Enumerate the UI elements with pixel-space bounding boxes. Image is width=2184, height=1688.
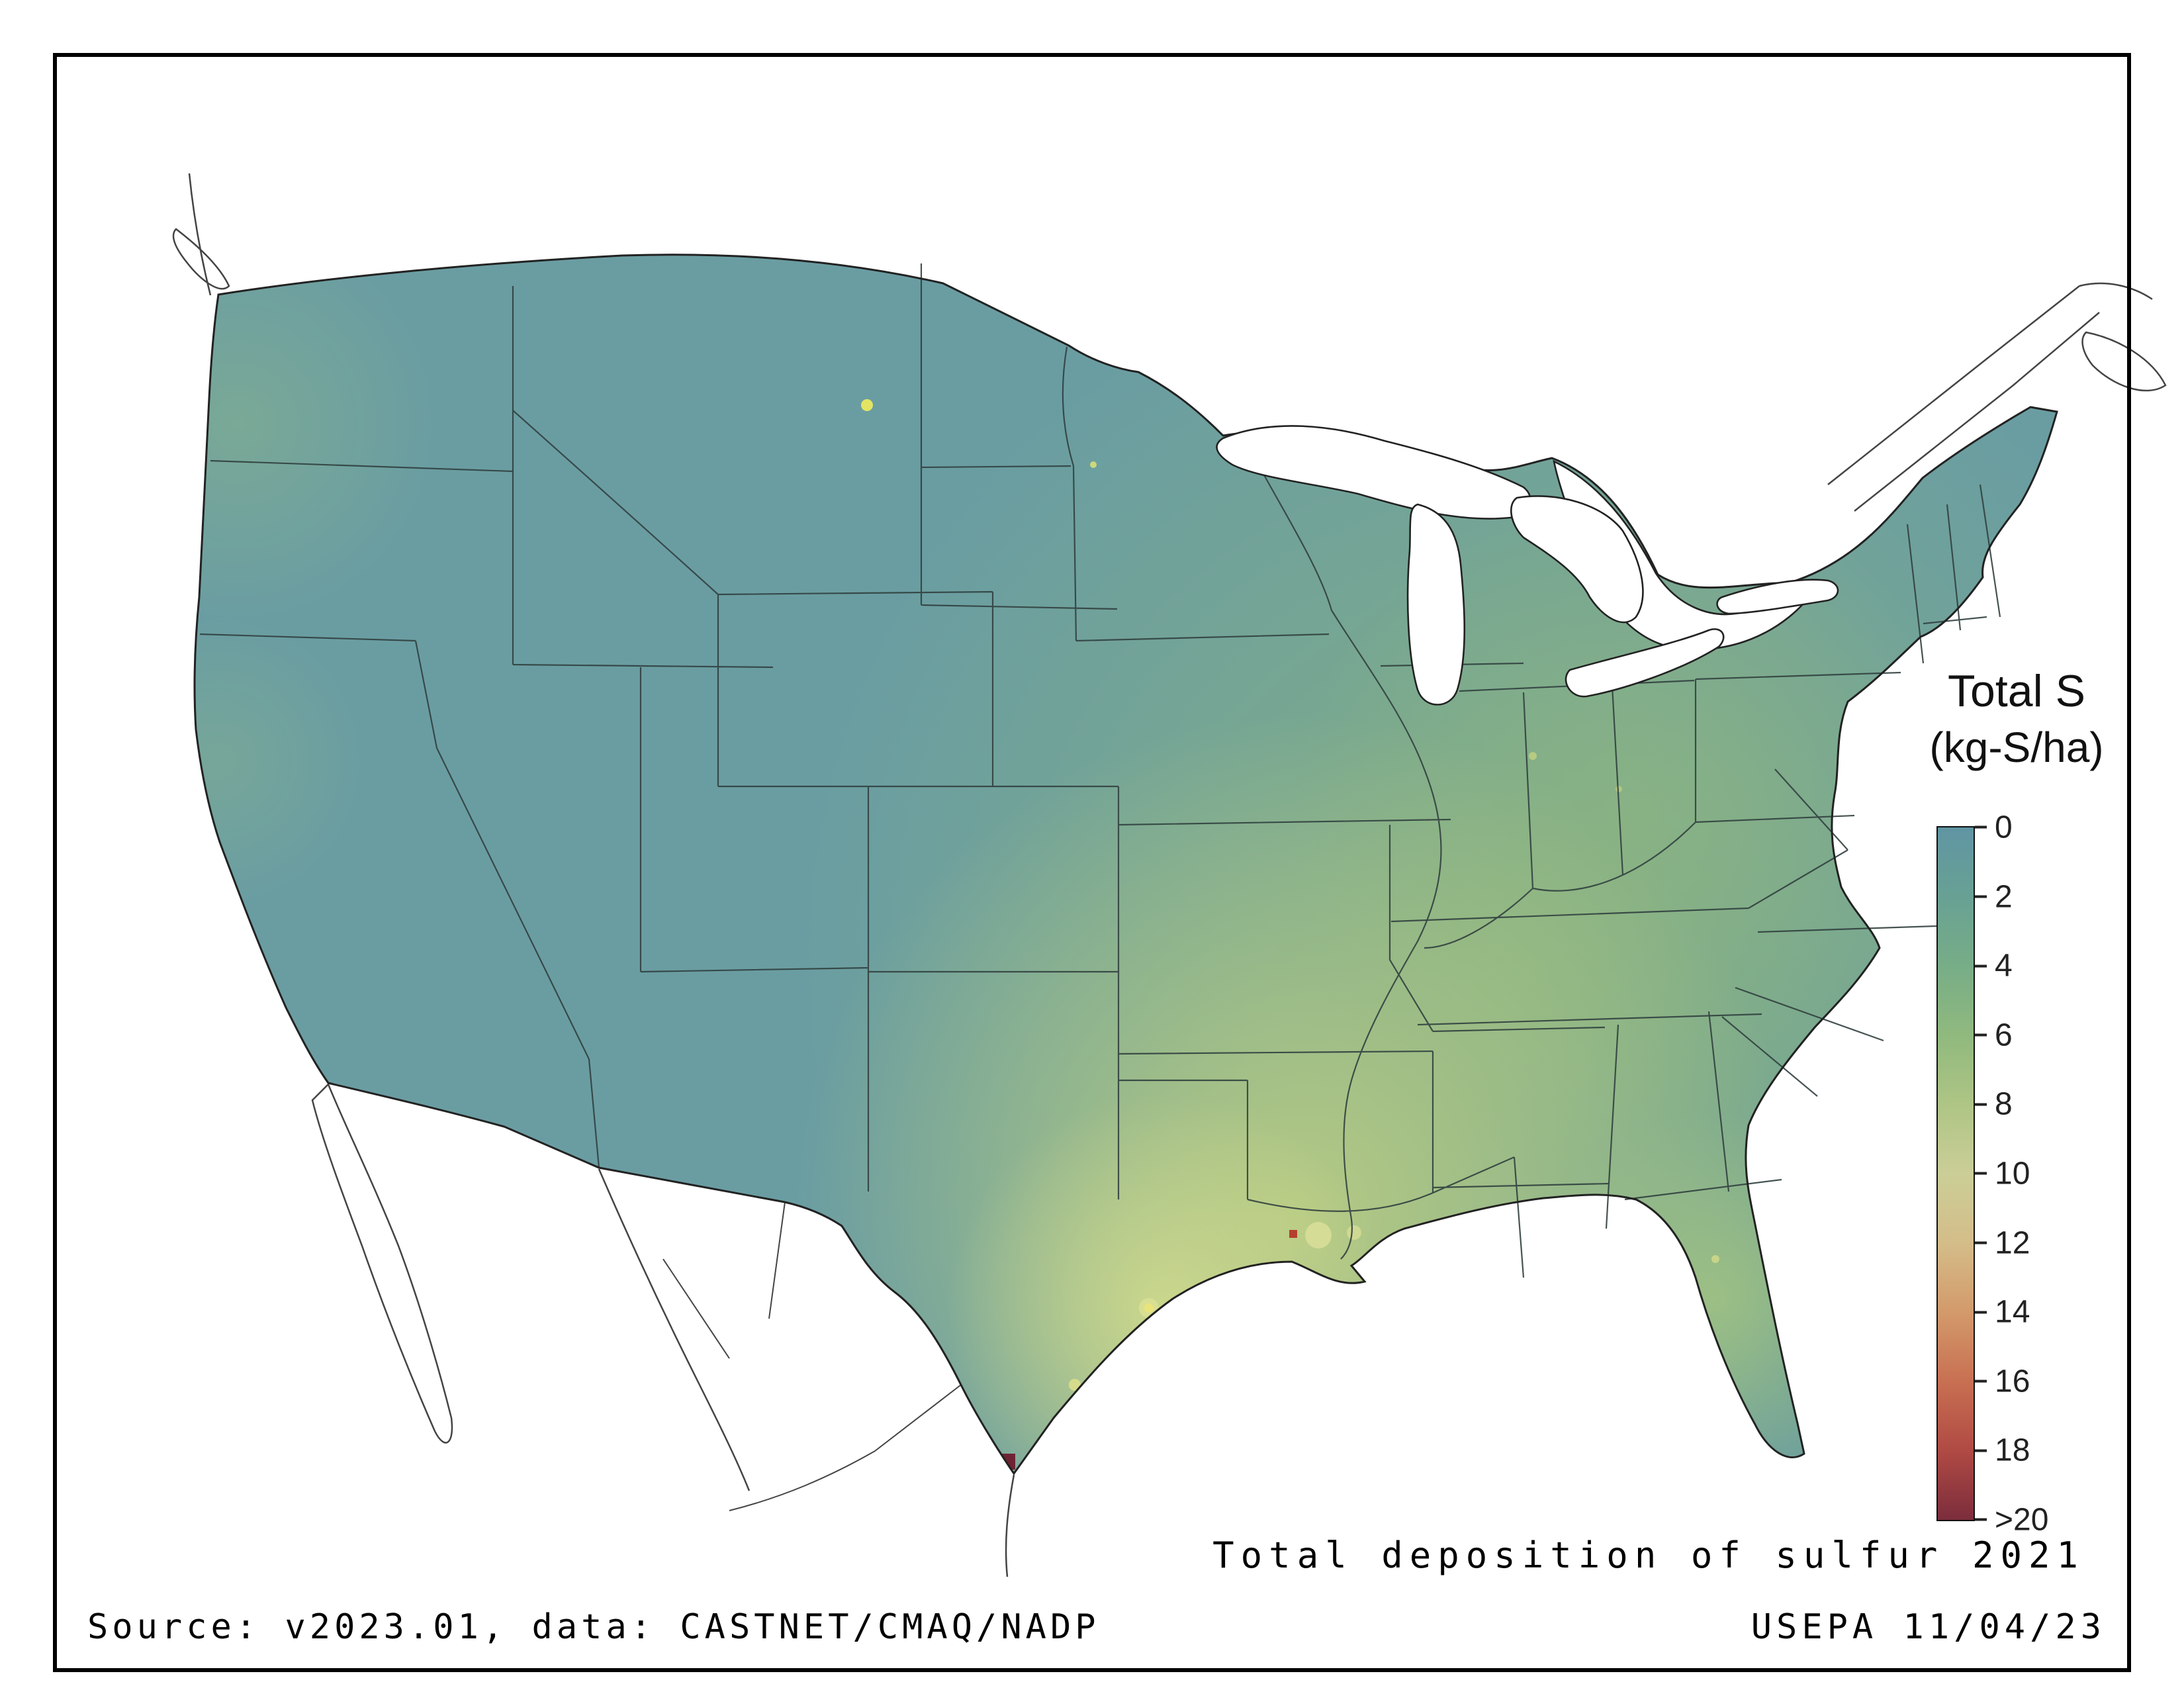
tick-label: 14: [1995, 1294, 2030, 1330]
colorbar-ticks: 0 2 4 6 8 10 12 14 16 18 >20: [1975, 810, 2147, 1537]
us-outline: [193, 254, 2058, 1476]
lake-ontario: [1716, 579, 1839, 615]
great-lakes: [1216, 425, 1839, 706]
hotspot-louisiana: [1289, 1230, 1297, 1238]
canada-maritime-coast: [2079, 282, 2153, 301]
tick-mark: [1975, 1103, 1987, 1106]
tick-label: 4: [1995, 948, 2013, 984]
colorbar-tick: 12: [1975, 1225, 2030, 1261]
legend: Total S (kg-S/ha) 0 2 4 6 8 10 12 14 16 …: [1894, 665, 2172, 1537]
colorbar-tick: 10: [1975, 1155, 2030, 1192]
legend-title: Total S: [1948, 666, 2085, 716]
tick-mark: [1975, 1311, 1987, 1314]
colorbar-tick: 8: [1975, 1086, 2013, 1123]
tick-label: 16: [1995, 1364, 2030, 1399]
tick-mark: [1975, 1172, 1987, 1175]
map-title: Total deposition of sulfur 2021: [1212, 1534, 2085, 1576]
colorbar-tick: 6: [1975, 1017, 2013, 1053]
canada-bc-coast: [188, 173, 212, 296]
colorbar-tick: 14: [1975, 1294, 2030, 1331]
vancouver-island: [172, 228, 230, 290]
tick-mark: [1975, 1518, 1987, 1521]
colorbar-tick: >20: [1975, 1501, 2048, 1538]
agency-date: USEPA 11/04/23: [1751, 1607, 2106, 1647]
tick-mark: [1975, 1380, 1987, 1383]
colorbar-tick: 18: [1975, 1432, 2030, 1469]
colorbar-tick: 0: [1975, 809, 2013, 845]
tick-label: 10: [1995, 1156, 2030, 1192]
tick-label: 12: [1995, 1225, 2030, 1261]
colorbar-tick: 16: [1975, 1363, 2030, 1399]
mexico-state-borders: [662, 1201, 962, 1511]
lake-huron: [1510, 495, 1644, 624]
tick-label: 18: [1995, 1432, 2030, 1468]
colorbar: [1936, 825, 1975, 1521]
lake-erie: [1565, 628, 1725, 698]
neighbor-country-outlines: [172, 173, 2167, 1577]
colorbar-row: 0 2 4 6 8 10 12 14 16 18 >20: [1936, 810, 2172, 1537]
legend-units: (kg-S/ha): [1929, 724, 2104, 772]
tick-label: >20: [1995, 1502, 2049, 1538]
tick-mark: [1975, 964, 1987, 968]
mexico-east-coast: [1005, 1474, 1015, 1577]
tick-mark: [1975, 1033, 1987, 1037]
state-borders: [199, 263, 2001, 1278]
source-note: Source: v2023.01, data: CASTNET/CMAQ/NAD…: [87, 1607, 1100, 1647]
st-lawrence-river: [1827, 285, 2100, 512]
mexico-gulf-of-california-coast: [598, 1168, 751, 1491]
baja-california: [311, 1082, 453, 1444]
colorbar-tick: 2: [1975, 878, 2013, 915]
nova-scotia: [2081, 331, 2167, 392]
tick-label: 8: [1995, 1086, 2013, 1122]
tick-mark: [1975, 825, 1987, 829]
tick-label: 6: [1995, 1017, 2013, 1053]
lake-superior: [1216, 425, 1531, 520]
colorbar-tick: 4: [1975, 948, 2013, 984]
tick-mark: [1975, 895, 1987, 898]
tick-label: 2: [1995, 879, 2013, 915]
tick-label: 0: [1995, 810, 2013, 845]
tick-mark: [1975, 1241, 1987, 1244]
tick-mark: [1975, 1449, 1987, 1452]
lake-michigan: [1406, 503, 1466, 706]
